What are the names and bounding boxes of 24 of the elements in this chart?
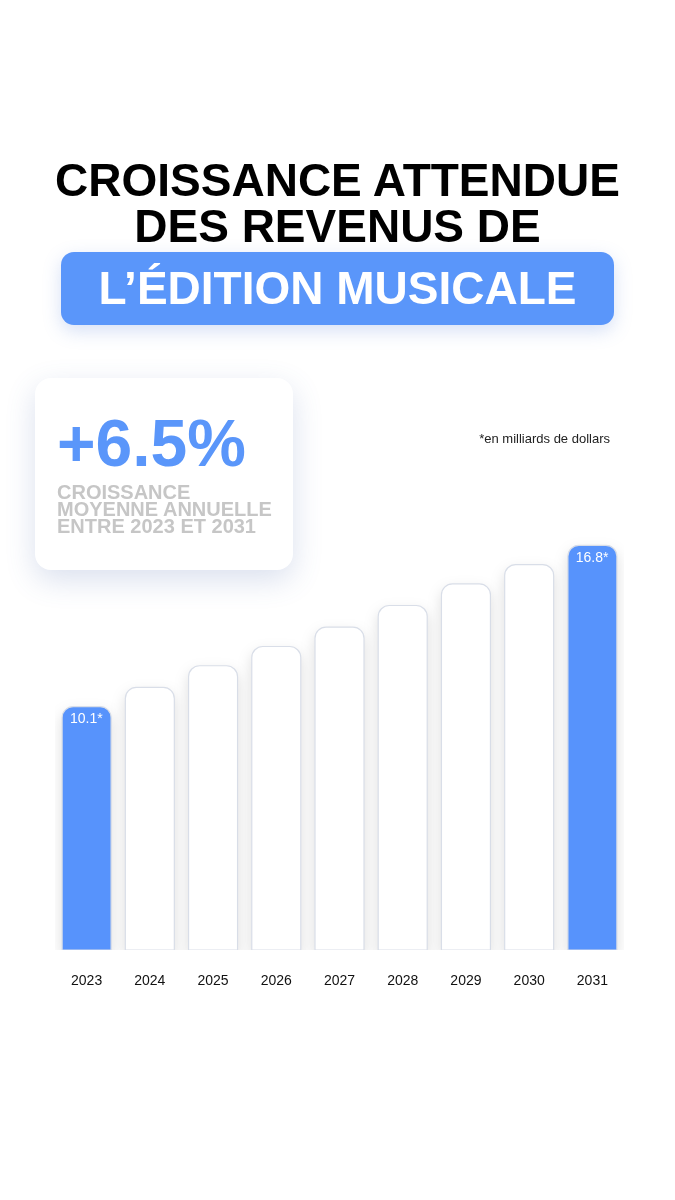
text: *en milliards de dollars bbox=[479, 431, 610, 447]
bar bbox=[567, 544, 618, 950]
bar bbox=[314, 626, 365, 950]
x-tick-label: 2027 bbox=[323, 972, 356, 988]
text: +6.5% bbox=[57, 406, 246, 480]
data-label: 16.8* bbox=[575, 548, 610, 565]
x-tick-label: 2028 bbox=[387, 972, 419, 988]
bar bbox=[124, 686, 175, 950]
x-tick-label: 2024 bbox=[134, 972, 166, 988]
x-tick-label: 2023 bbox=[71, 972, 103, 988]
bar bbox=[377, 604, 428, 950]
bar bbox=[504, 563, 555, 950]
data-label: 10.1* bbox=[69, 710, 104, 727]
x-tick-label: 2031 bbox=[576, 972, 609, 988]
text: CROISSANCE MOYENNE ANNUELLE ENTRE 2023 ET 2031 bbox=[57, 481, 272, 537]
highlight-box: L’ÉDITION MUSICALE bbox=[60, 252, 615, 325]
x-tick-label: 2025 bbox=[197, 972, 229, 988]
bar bbox=[251, 645, 302, 950]
bar bbox=[187, 665, 239, 950]
bar bbox=[440, 583, 492, 950]
x-tick-label: 2026 bbox=[260, 972, 293, 988]
x-tick-label: 2029 bbox=[450, 972, 482, 988]
x-tick-label: 2030 bbox=[513, 972, 545, 988]
bar bbox=[61, 706, 112, 950]
